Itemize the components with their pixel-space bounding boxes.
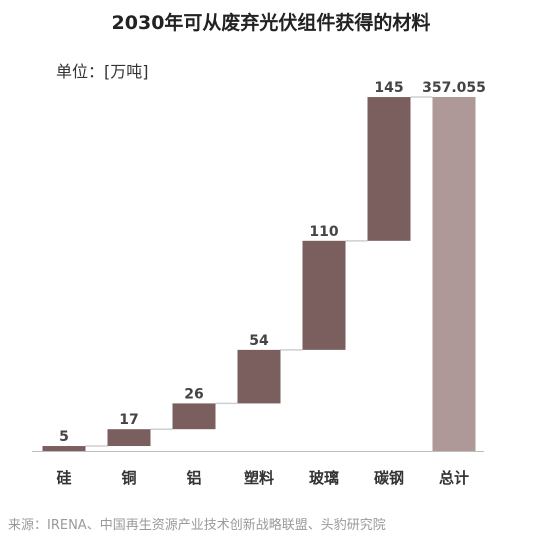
data-label: 17 xyxy=(119,412,138,428)
category-label: 铝 xyxy=(186,469,201,487)
bar-玻璃 xyxy=(302,240,346,350)
bar-铜 xyxy=(107,429,151,447)
connector-lines xyxy=(85,96,433,447)
bars-group xyxy=(42,97,476,451)
data-label: 26 xyxy=(184,386,203,402)
data-label: 5 xyxy=(59,429,69,445)
bar-铝 xyxy=(172,403,216,430)
category-label: 碳钢 xyxy=(374,469,404,487)
category-label: 塑料 xyxy=(244,469,274,487)
total-bar xyxy=(432,97,476,451)
data-label: 54 xyxy=(249,333,269,349)
bar-塑料 xyxy=(237,349,281,404)
data-label: 145 xyxy=(374,80,403,96)
category-label: 玻璃 xyxy=(309,469,339,487)
bar-硅 xyxy=(42,446,86,451)
category-label: 总计 xyxy=(439,469,469,487)
data-label: 357.055 xyxy=(422,80,486,96)
category-label: 硅 xyxy=(56,469,71,487)
data-label: 110 xyxy=(309,224,338,240)
source-note: 来源：IRENA、中国再生资源产业技术创新战略联盟、头豹研究院 xyxy=(8,518,386,533)
category-label: 铜 xyxy=(121,469,136,487)
unit-label: 单位：[万吨] xyxy=(56,62,149,81)
chart-title: 2030年可从废弃光伏组件获得的材料 xyxy=(111,12,431,34)
category-labels-group: 硅 铜 铝 塑料 玻璃 碳钢 总计 xyxy=(56,469,469,487)
bar-碳钢 xyxy=(367,97,411,241)
data-labels-group: 5 17 26 54 110 145 357.055 xyxy=(59,80,486,445)
